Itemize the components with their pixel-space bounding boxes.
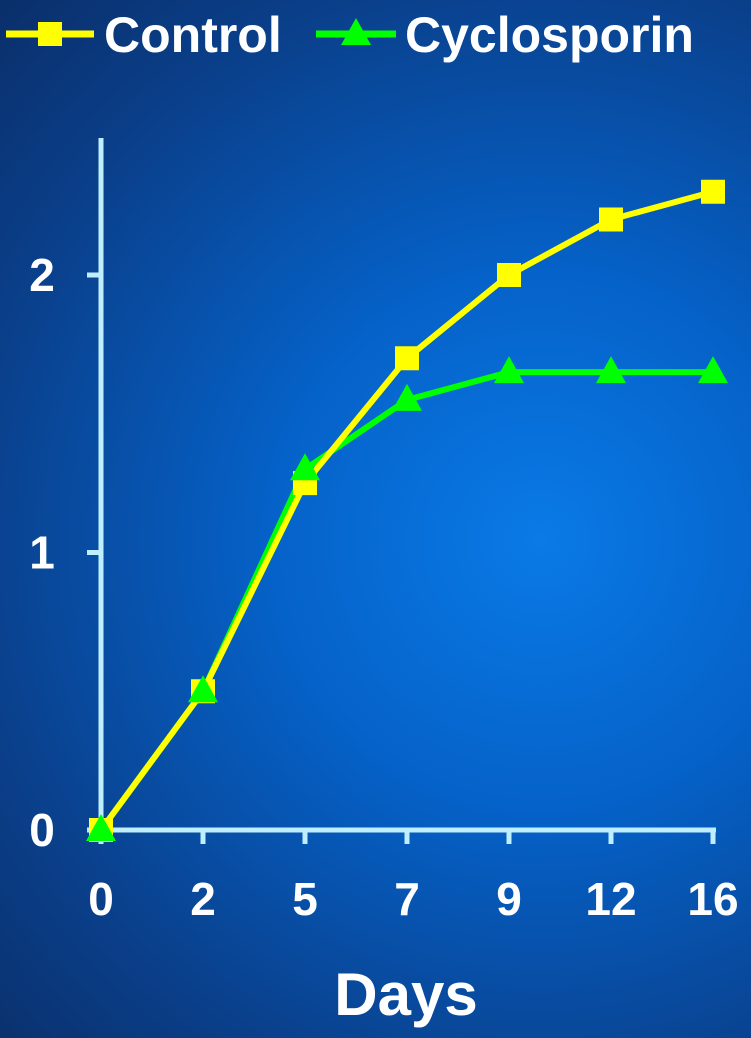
cyclosporin-point (188, 675, 218, 703)
cyclosporin-point (392, 383, 422, 411)
legend-cyclosporin-label: Cyclosporin (405, 7, 694, 63)
x-axis-label: Days (334, 961, 477, 1028)
series-line-control (98, 188, 714, 832)
control-point (701, 179, 725, 204)
legend-control-label: Control (104, 7, 282, 63)
legend: Control Cyclosporin (6, 7, 694, 63)
legend-cyclosporin-marker (341, 18, 371, 45)
cyclosporin-point (86, 814, 116, 841)
x-tick-label: 2 (190, 873, 216, 925)
y-tick-label: 0 (29, 804, 55, 856)
x-ticks: 0 2 5 7 9 12 16 (88, 830, 739, 925)
y-tick-label: 2 (29, 249, 55, 301)
axes (98, 138, 716, 833)
control-point (395, 346, 419, 371)
y-ticks: 0 1 2 (29, 249, 101, 856)
x-tick-label: 9 (496, 873, 522, 925)
series-group (86, 179, 728, 842)
x-tick-label: 7 (394, 873, 420, 925)
cyclosporin-point (698, 356, 728, 384)
control-point (599, 207, 623, 232)
x-tick-label: 5 (292, 873, 318, 925)
series-line-cyclosporin (98, 369, 713, 832)
cyclosporin-point (494, 356, 524, 384)
cyclosporin-point (596, 356, 626, 384)
x-tick-label: 12 (585, 873, 636, 925)
control-point (497, 263, 521, 287)
y-tick-label: 1 (29, 527, 55, 579)
x-tick-label: 0 (88, 873, 114, 925)
cyclosporin-point (290, 453, 320, 481)
legend-control-marker (38, 22, 62, 46)
x-tick-label: 16 (687, 873, 738, 925)
